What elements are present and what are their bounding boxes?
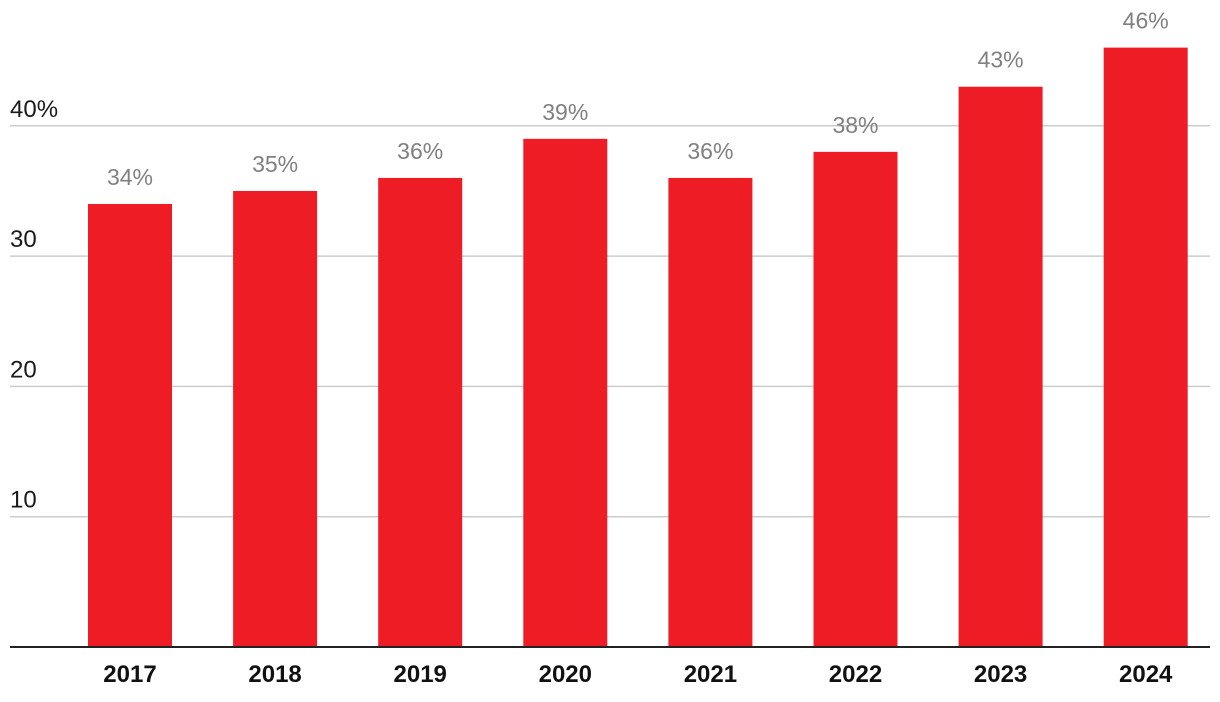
x-tick-label-2023: 2023 xyxy=(974,661,1027,688)
x-axis: 2017 2018 2019 2020 2021 2022 2023 2024 xyxy=(10,646,1210,688)
y-tick-label: 30 xyxy=(10,226,37,253)
data-label-2023: 43% xyxy=(978,47,1024,73)
data-label-2024: 46% xyxy=(1123,8,1169,34)
y-axis-tick-labels: 10 20 30 40% xyxy=(10,96,58,514)
y-tick-label: 40% xyxy=(10,96,58,123)
data-labels: 34% 35% 36% 39% 36% 38% 43% 46% xyxy=(107,8,1169,190)
x-tick-label-2019: 2019 xyxy=(394,661,447,688)
bar-2023 xyxy=(958,86,1043,647)
x-tick-label-2020: 2020 xyxy=(539,661,592,688)
x-tick-label-2022: 2022 xyxy=(829,661,882,688)
bars xyxy=(88,47,1188,648)
x-tick-label-2024: 2024 xyxy=(1119,661,1173,688)
data-label-2017: 34% xyxy=(107,164,153,190)
bar-2022 xyxy=(813,151,898,648)
data-label-2022: 38% xyxy=(832,112,878,138)
data-label-2019: 36% xyxy=(397,138,443,164)
data-label-2021: 36% xyxy=(687,138,733,164)
x-tick-label-2017: 2017 xyxy=(103,661,156,688)
y-tick-label: 10 xyxy=(10,487,37,514)
x-tick-label-2018: 2018 xyxy=(248,661,301,688)
bar-2020 xyxy=(523,138,608,647)
data-label-2018: 35% xyxy=(252,151,298,177)
data-label-2020: 39% xyxy=(542,99,588,125)
bar-2017 xyxy=(88,203,172,648)
x-tick-label-2021: 2021 xyxy=(684,661,737,688)
bar-2021 xyxy=(668,177,753,648)
bar-2019 xyxy=(378,177,463,648)
y-tick-label: 20 xyxy=(10,356,37,383)
bar-2018 xyxy=(233,190,318,647)
bar-2024 xyxy=(1103,47,1188,648)
